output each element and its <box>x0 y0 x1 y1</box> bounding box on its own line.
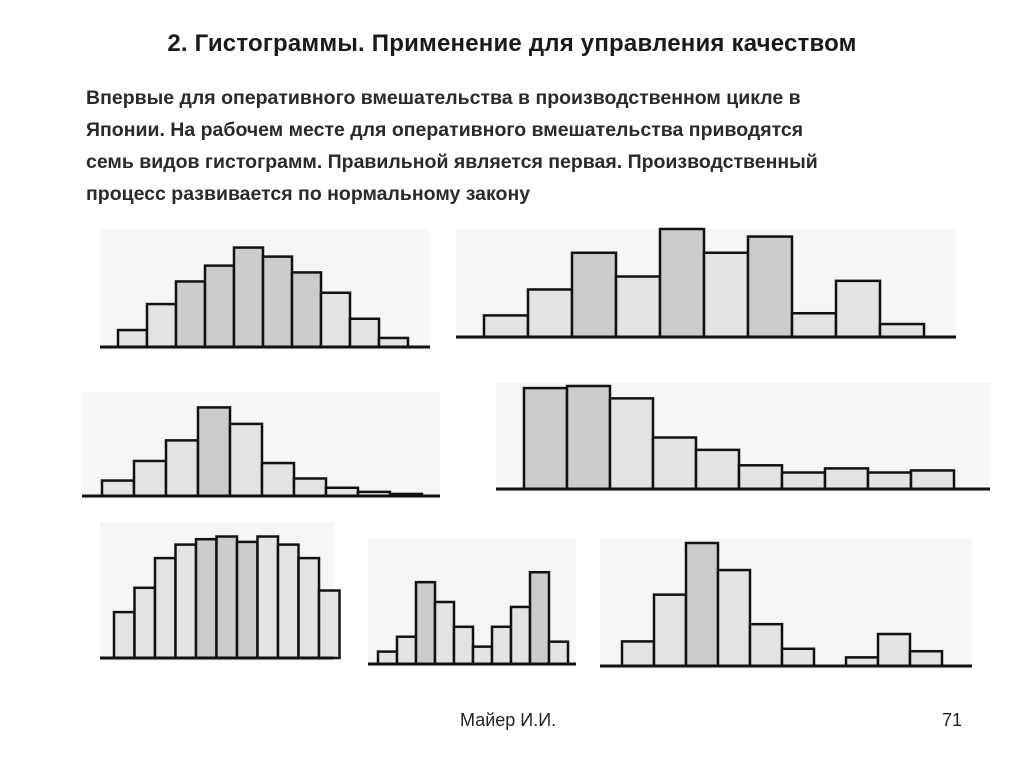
histogram-double-peaked <box>368 539 576 667</box>
isolated-peak-bar-10 <box>908 649 944 668</box>
plateau-bar-11 <box>317 589 341 660</box>
isolated-peak-bar-3 <box>684 541 720 668</box>
normal-bar-9 <box>348 317 381 349</box>
isolated-peak-bar-5 <box>748 622 784 668</box>
positively-skewed-bar-6 <box>260 461 296 498</box>
body-line-2: Японии. На рабочем месте для оперативног… <box>86 119 804 141</box>
comb-bar-6 <box>702 251 750 339</box>
normal-bar-4 <box>203 264 236 349</box>
normal-plot <box>100 246 430 349</box>
comb-bar-4 <box>614 275 662 339</box>
comb-bar-2 <box>526 288 574 339</box>
double-peaked-plot <box>368 570 576 666</box>
slide-body-text: Впервые для оперативного вмешательства в… <box>86 82 966 210</box>
comb-plot <box>456 227 956 339</box>
body-line-3: семь видов гистограмм. Правильной являет… <box>86 151 818 173</box>
body-line-1: Впервые для оперативного вмешательства в… <box>86 87 801 109</box>
double-peaked-bar-10 <box>547 640 570 666</box>
normal-bar-2 <box>145 302 178 349</box>
plateau-bar-10 <box>297 556 321 660</box>
comb-bar-1 <box>482 314 530 339</box>
footer-author: Майер И.И. <box>460 710 557 730</box>
double-peaked-bar-6 <box>471 645 494 666</box>
plateau-bar-2 <box>133 586 157 660</box>
plateau-bar-9 <box>276 543 300 660</box>
double-peaked-bar-1 <box>376 650 399 666</box>
isolated-peak-bar-6 <box>780 647 816 668</box>
precipice-bar-7 <box>780 471 827 491</box>
precipice-bar-6 <box>737 464 784 491</box>
comb-bar-10 <box>878 322 926 339</box>
isolated-peak-bar-4 <box>716 568 752 668</box>
plateau-plot <box>100 535 341 660</box>
double-peaked-bar-9 <box>528 570 551 666</box>
plateau-bar-3 <box>153 556 177 660</box>
double-peaked-bar-3 <box>414 580 437 666</box>
positively-skewed-bar-5 <box>228 422 264 498</box>
histogram-precipice <box>496 383 990 492</box>
positively-skewed-bar-3 <box>164 439 200 498</box>
double-peaked-bar-8 <box>509 605 532 666</box>
isolated-peak-bar-1 <box>620 640 656 668</box>
positively-skewed-plot <box>82 406 440 498</box>
isolated-peak-bar-2 <box>652 593 688 668</box>
precipice-bar-4 <box>651 436 698 491</box>
double-peaked-bar-2 <box>395 635 418 666</box>
double-peaked-bar-7 <box>490 625 513 666</box>
double-peaked-bar-4 <box>433 600 456 666</box>
positively-skewed-bar-7 <box>292 477 328 498</box>
comb-bar-8 <box>790 311 838 339</box>
body-line-4: процесс развивается по нормальному закон… <box>86 183 531 205</box>
plateau-bar-1 <box>112 610 136 660</box>
isolated-peak-bar-9 <box>876 632 912 668</box>
positively-skewed-bar-2 <box>132 459 168 498</box>
precipice-bar-3 <box>608 397 655 491</box>
slide-title: 2. Гистограммы. Применение для управлени… <box>167 30 857 57</box>
comb-bar-9 <box>834 279 882 339</box>
normal-bar-1 <box>116 328 149 349</box>
histogram-isolated-peak <box>600 539 972 669</box>
normal-bar-6 <box>261 255 294 349</box>
precipice-bar-1 <box>522 386 569 491</box>
normal-bar-3 <box>174 280 207 349</box>
histogram-comb <box>456 227 956 340</box>
histogram-positively-skewed <box>82 392 440 499</box>
comb-bar-5 <box>658 227 706 339</box>
precipice-bar-10 <box>909 469 956 491</box>
isolated-peak-plot <box>600 541 972 668</box>
plateau-bar-5 <box>194 537 218 660</box>
positively-skewed-bar-4 <box>196 406 232 498</box>
double-peaked-bar-5 <box>452 625 475 666</box>
footer-page-number: 71 <box>942 710 963 730</box>
comb-bar-7 <box>746 235 794 339</box>
precipice-bar-9 <box>866 471 913 491</box>
precipice-bar-2 <box>565 384 612 491</box>
normal-bar-7 <box>290 271 323 349</box>
precipice-bar-8 <box>823 467 870 491</box>
plateau-bar-7 <box>235 540 259 660</box>
comb-bar-3 <box>570 251 618 339</box>
plateau-bar-8 <box>256 535 280 660</box>
precipice-bar-5 <box>694 448 741 491</box>
plateau-bar-6 <box>215 535 239 660</box>
normal-bar-8 <box>319 291 352 349</box>
normal-bar-5 <box>232 246 265 349</box>
plateau-bar-4 <box>174 543 198 660</box>
positively-skewed-bar-1 <box>100 479 136 498</box>
precipice-plot <box>496 384 990 491</box>
histogram-plateau <box>100 522 341 661</box>
histogram-normal <box>100 229 430 350</box>
